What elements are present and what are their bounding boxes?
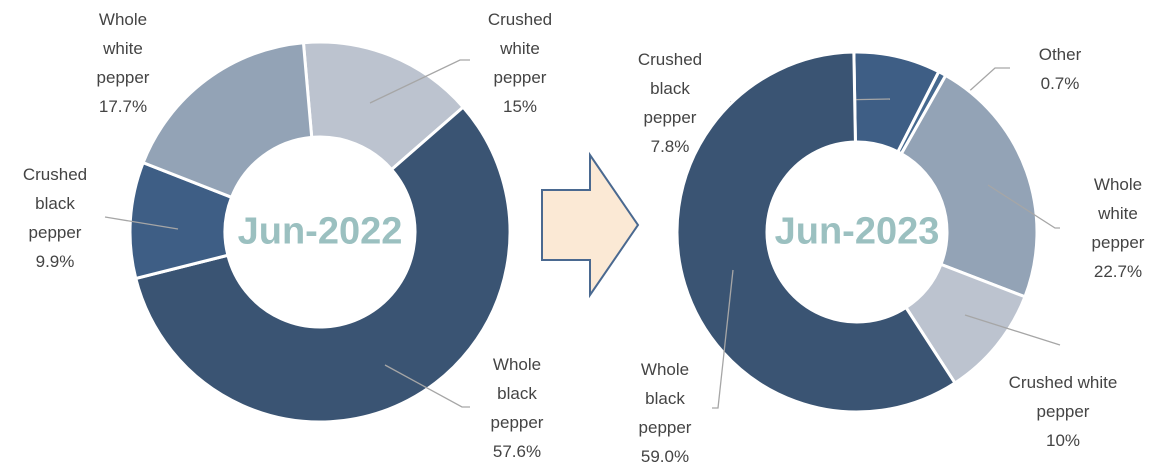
data-label: Whole black pepper 57.6%	[477, 350, 557, 466]
data-label: Whole black pepper 59.0%	[625, 355, 705, 469]
donut-segment	[141, 41, 314, 200]
center-title: Jun-2022	[237, 210, 403, 253]
center-title: Jun-2023	[774, 210, 940, 253]
label-value: 59.0%	[640, 447, 690, 466]
leader-line	[384, 364, 470, 408]
data-label: Crushed white pepper 15%	[480, 5, 560, 121]
label-value: 57.6%	[492, 442, 542, 461]
label-value: 0.7%	[1040, 74, 1080, 93]
leader-line	[104, 216, 179, 230]
arrow	[541, 151, 640, 299]
label-name: Crushed black pepper	[22, 165, 88, 242]
data-label: Other 0.7%	[1020, 40, 1100, 98]
data-label: Whole white pepper 17.7%	[83, 5, 163, 121]
label-value: 9.9%	[35, 252, 75, 271]
label-name: Crushed white pepper	[487, 10, 553, 87]
label-name: Crushed black pepper	[637, 50, 703, 127]
label-name: Whole black pepper	[490, 355, 544, 432]
donut-segment	[133, 104, 512, 424]
label-name: Crushed white pepper	[1008, 373, 1118, 421]
data-label: Crushed white pepper 10%	[988, 368, 1138, 455]
label-name: Other	[1038, 45, 1082, 64]
label-value: 10%	[1045, 431, 1081, 450]
label-value: 22.7%	[1093, 262, 1143, 281]
donut-segment	[675, 50, 958, 414]
label-name: Whole white pepper	[96, 10, 150, 87]
data-label: Crushed black pepper 7.8%	[630, 45, 710, 161]
leader-line	[369, 59, 470, 104]
leader-line	[964, 314, 1061, 346]
label-value: 15%	[502, 97, 538, 116]
leader-line	[987, 184, 1060, 229]
donut-segment	[899, 73, 1039, 299]
label-value: 7.8%	[650, 137, 690, 156]
data-label: Crushed black pepper 9.9%	[15, 160, 95, 276]
label-value: 17.7%	[98, 97, 148, 116]
data-label: Whole white pepper 22.7%	[1078, 170, 1158, 286]
label-name: Whole white pepper	[1091, 175, 1145, 252]
label-name: Whole black pepper	[638, 360, 692, 437]
leader-line	[712, 269, 734, 409]
